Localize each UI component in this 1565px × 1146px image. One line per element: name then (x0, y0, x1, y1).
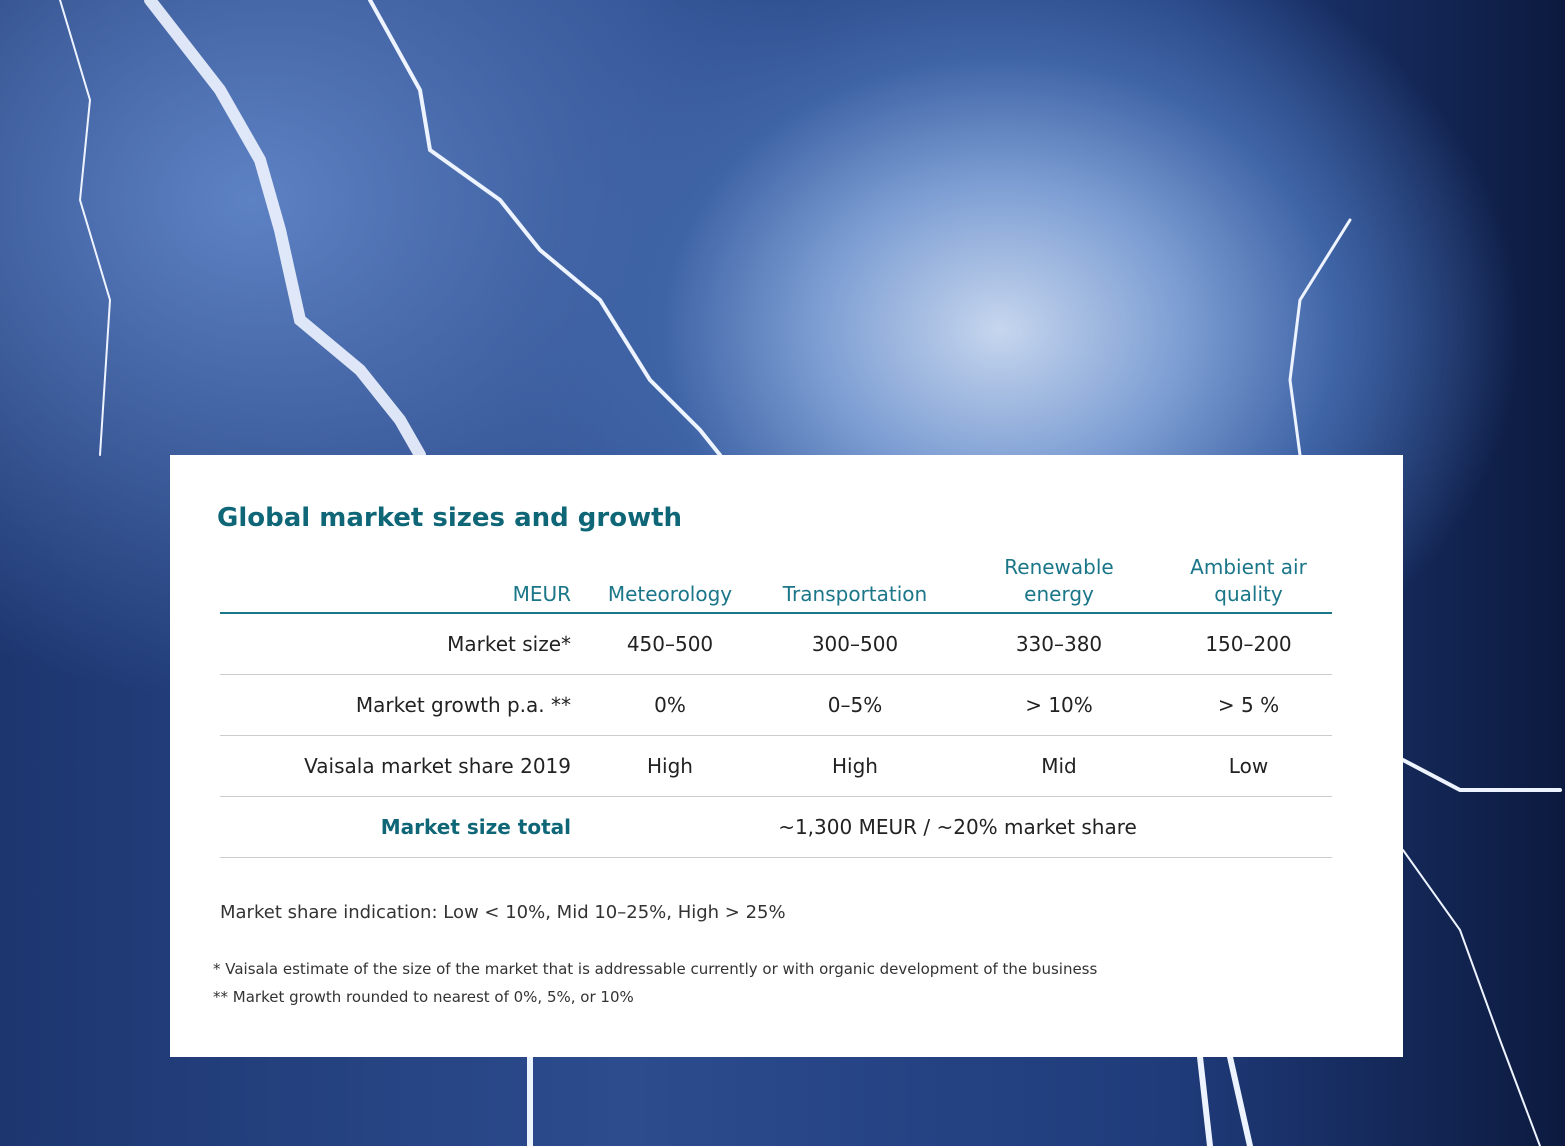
cell: 450–500 (583, 613, 757, 675)
row-label: Vaisala market share 2019 (220, 736, 583, 797)
cell: 150–200 (1165, 613, 1332, 675)
footnote: ** Market growth rounded to nearest of 0… (213, 988, 634, 1006)
title: Global market sizes and growth (217, 503, 682, 533)
header-text: Ambient air quality (1179, 554, 1319, 608)
total-value: ~1,300 MEUR / ~20% market share (583, 797, 1332, 858)
header-cell: MEUR (220, 550, 583, 613)
header-cell: Transportation (757, 550, 953, 613)
cell: 300–500 (757, 613, 953, 675)
footnote: * Vaisala estimate of the size of the ma… (213, 960, 1097, 978)
page: Global market sizes and growth MEUR Mete… (0, 0, 1565, 1146)
cell: 330–380 (953, 613, 1165, 675)
cell: > 5 % (1165, 675, 1332, 736)
cell: Low (1165, 736, 1332, 797)
total-label: Market size total (220, 797, 583, 858)
row-label: Market growth p.a. ** (220, 675, 583, 736)
header-cell: Ambient air quality (1165, 550, 1332, 613)
market-table: MEUR Meteorology Transportation Renewabl… (220, 550, 1332, 858)
header-text: Renewable energy (989, 554, 1129, 608)
cell: > 10% (953, 675, 1165, 736)
row: Market size* 450–500 300–500 330–380 150… (220, 613, 1332, 675)
indication-note: Market share indication: Low < 10%, Mid … (220, 902, 786, 923)
row: Market growth p.a. ** 0% 0–5% > 10% > 5 … (220, 675, 1332, 736)
cell: High (757, 736, 953, 797)
cell: 0% (583, 675, 757, 736)
row-label: Market size* (220, 613, 583, 675)
header-row: MEUR Meteorology Transportation Renewabl… (220, 550, 1332, 613)
cell: High (583, 736, 757, 797)
cell: 0–5% (757, 675, 953, 736)
header-cell: Meteorology (583, 550, 757, 613)
row: Vaisala market share 2019 High High Mid … (220, 736, 1332, 797)
cell: Mid (953, 736, 1165, 797)
header-cell: Renewable energy (953, 550, 1165, 613)
total-row: Market size total ~1,300 MEUR / ~20% mar… (220, 797, 1332, 858)
card: Global market sizes and growth MEUR Mete… (170, 455, 1403, 1057)
